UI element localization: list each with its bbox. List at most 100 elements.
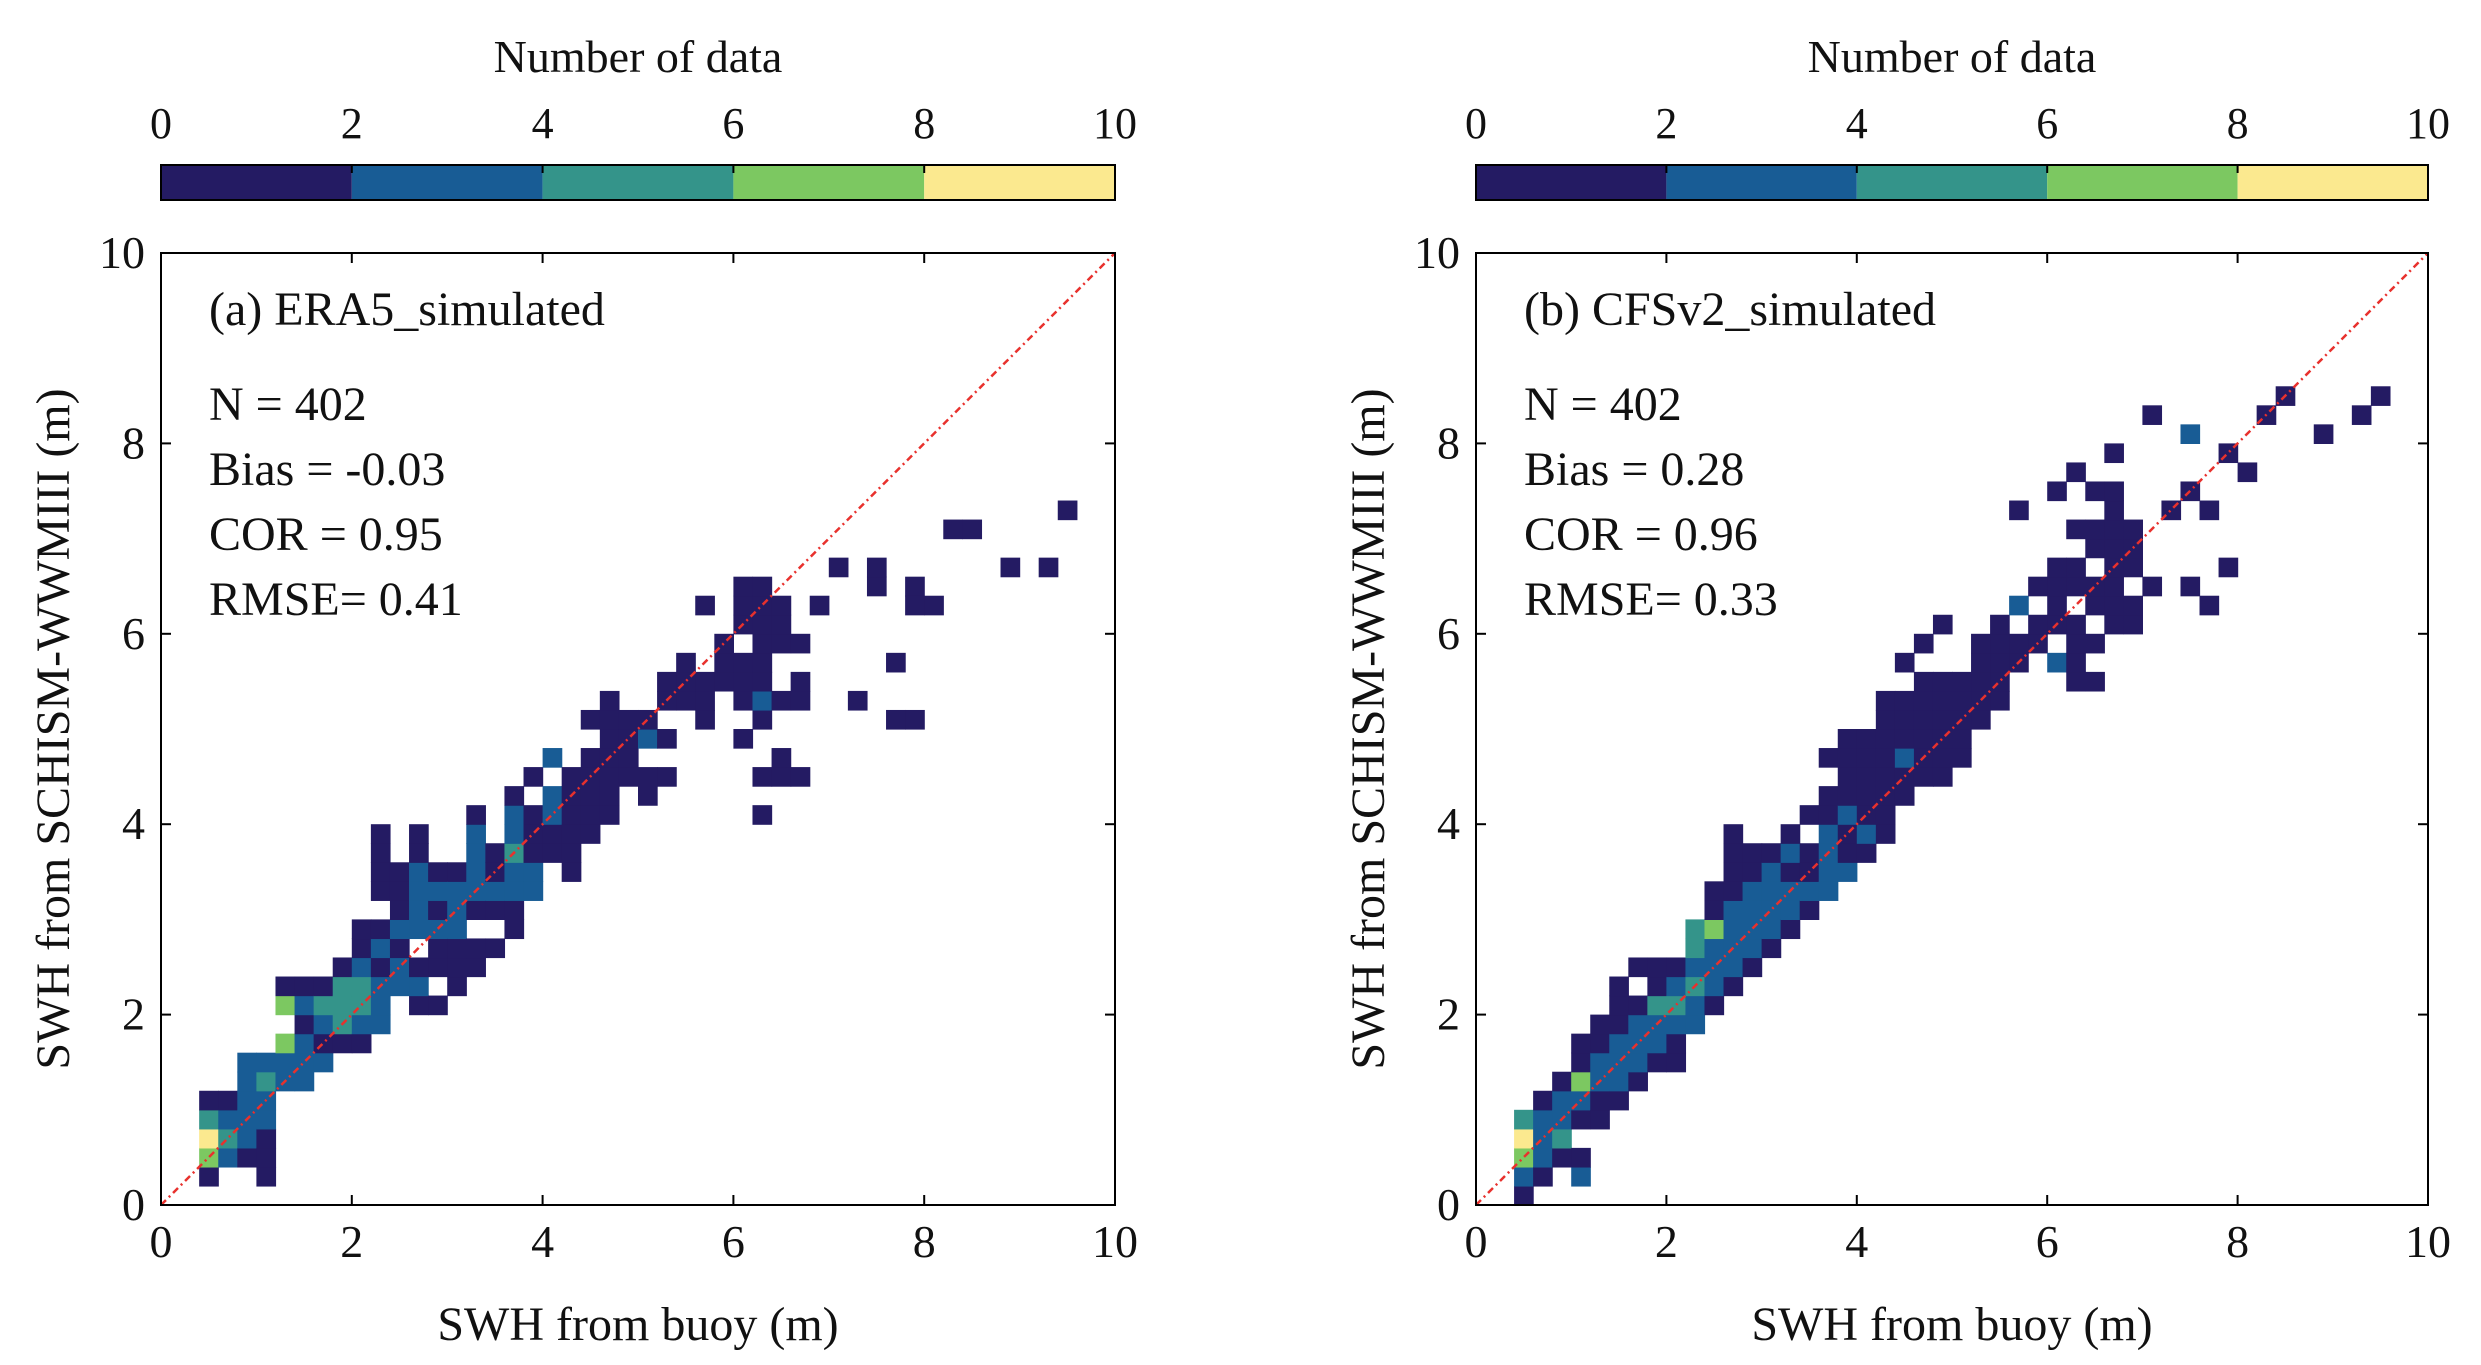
heatmap-cell: [2313, 424, 2334, 444]
heatmap-cell: [1913, 671, 1934, 692]
heatmap-cell: [447, 862, 467, 882]
heatmap-cell: [351, 957, 372, 978]
heatmap-cell: [733, 652, 754, 673]
heatmap-cell: [409, 919, 429, 940]
heatmap-cell: [1837, 786, 1858, 806]
heatmap-cell: [351, 976, 372, 997]
y-tick-label: 2: [1437, 989, 1460, 1040]
heatmap-cell: [1609, 995, 1629, 1016]
heatmap-cell: [2199, 595, 2220, 616]
heatmap-cell: [771, 767, 792, 787]
heatmap-cell: [1799, 843, 1820, 863]
heatmap-cell: [1799, 881, 1820, 901]
heatmap-cell: [1761, 938, 1782, 959]
heatmap-cell: [962, 519, 983, 540]
heatmap-cell: [1894, 709, 1915, 730]
heatmap-cell: [561, 767, 582, 787]
heatmap-cell: [313, 995, 334, 1016]
heatmap-cell: [1780, 919, 1801, 940]
heatmap-cell: [618, 709, 639, 730]
heatmap-cell: [2123, 595, 2143, 616]
heatmap-cell: [1628, 1052, 1648, 1073]
heatmap-cell: [1780, 862, 1801, 882]
heatmap-cell: [256, 1166, 277, 1187]
colorbar-tick-label: 10: [1093, 99, 1137, 148]
colorbar-swatch: [1856, 165, 2048, 200]
heatmap-cell: [733, 690, 754, 711]
heatmap-cell: [1856, 748, 1877, 768]
heatmap-cell: [1990, 633, 2010, 654]
heatmap-cell: [905, 576, 925, 597]
heatmap-cell: [2123, 614, 2143, 635]
heatmap-cell: [866, 557, 887, 578]
heatmap-cell: [2066, 519, 2086, 540]
heatmap-cell: [2028, 576, 2048, 597]
panel-label: (b) CFSv2_simulated: [1524, 283, 1936, 336]
heatmap-cell: [1742, 900, 1763, 920]
heatmap-cell: [2047, 652, 2067, 673]
heatmap-cell: [1685, 938, 1706, 959]
colorbar-tick-label: 2: [1655, 99, 1677, 148]
heatmap-cell: [523, 881, 544, 901]
heatmap-cell: [447, 957, 467, 978]
heatmap-cell: [1913, 633, 1934, 654]
heatmap-cell: [313, 1014, 334, 1035]
heatmap-cell: [2066, 652, 2086, 673]
heatmap-cell: [1647, 1052, 1667, 1073]
heatmap-cell: [1723, 824, 1744, 844]
heatmap-cell: [695, 595, 715, 616]
colorbar-swatch: [2047, 165, 2238, 200]
heatmap-cell: [466, 862, 486, 882]
heatmap-cell: [199, 1128, 219, 1149]
heatmap-cell: [1932, 748, 1953, 768]
x-tick-label: 10: [1092, 1216, 1138, 1267]
colorbar-tick-label: 10: [2406, 99, 2450, 148]
y-tick-label: 8: [1437, 417, 1460, 468]
heatmap-cell: [580, 805, 601, 825]
heatmap-cell: [1057, 500, 1078, 521]
heatmap-cell: [1514, 1166, 1534, 1187]
heatmap-cell: [561, 824, 582, 844]
heatmap-cell: [447, 919, 467, 940]
heatmap-cell: [2199, 500, 2220, 521]
heatmap-cell: [2047, 481, 2067, 502]
colorbar-swatch: [1476, 165, 1667, 200]
heatmap-cell: [695, 709, 715, 730]
heatmap-cell: [1704, 919, 1725, 940]
colorbar-label: Number of data: [494, 31, 783, 82]
y-axis-label: SWH from SCHISM-WWMIII (m): [27, 388, 80, 1069]
heatmap-cell: [447, 881, 467, 901]
heatmap-cell: [256, 1128, 277, 1149]
heatmap-cell: [771, 690, 792, 711]
heatmap-cell: [199, 1109, 219, 1130]
heatmap-cell: [1818, 862, 1839, 882]
heatmap-cell: [1647, 976, 1667, 997]
heatmap-cell: [2123, 519, 2143, 540]
heatmap-cell: [409, 843, 429, 863]
heatmap-cell: [504, 862, 525, 882]
heatmap-cell: [2066, 557, 2086, 578]
y-tick-label: 10: [1414, 227, 1460, 278]
heatmap-cell: [1590, 1052, 1610, 1073]
heatmap-cell: [1723, 957, 1744, 978]
heatmap-cell: [466, 957, 486, 978]
heatmap-cell: [1704, 881, 1725, 901]
heatmap-cell: [523, 862, 544, 882]
heatmap-cell: [1971, 709, 1991, 730]
heatmap-cell: [237, 1147, 257, 1168]
heatmap-cell: [561, 805, 582, 825]
heatmap-cell: [428, 938, 448, 959]
heatmap-cell: [790, 633, 811, 654]
heatmap-cell: [504, 824, 525, 844]
heatmap-cell: [409, 900, 429, 920]
heatmap-cell: [218, 1147, 238, 1168]
heatmap-cell: [2047, 595, 2067, 616]
x-tick-label: 4: [1845, 1216, 1868, 1267]
heatmap-cell: [1837, 805, 1858, 825]
colorbar: Number of data 0 2 4 6 8 10: [150, 31, 1137, 201]
heatmap-cell: [447, 976, 467, 997]
heatmap-cell: [256, 1109, 277, 1130]
x-tick-label: 0: [150, 1216, 173, 1267]
colorbar-tick-label: 8: [913, 99, 935, 148]
